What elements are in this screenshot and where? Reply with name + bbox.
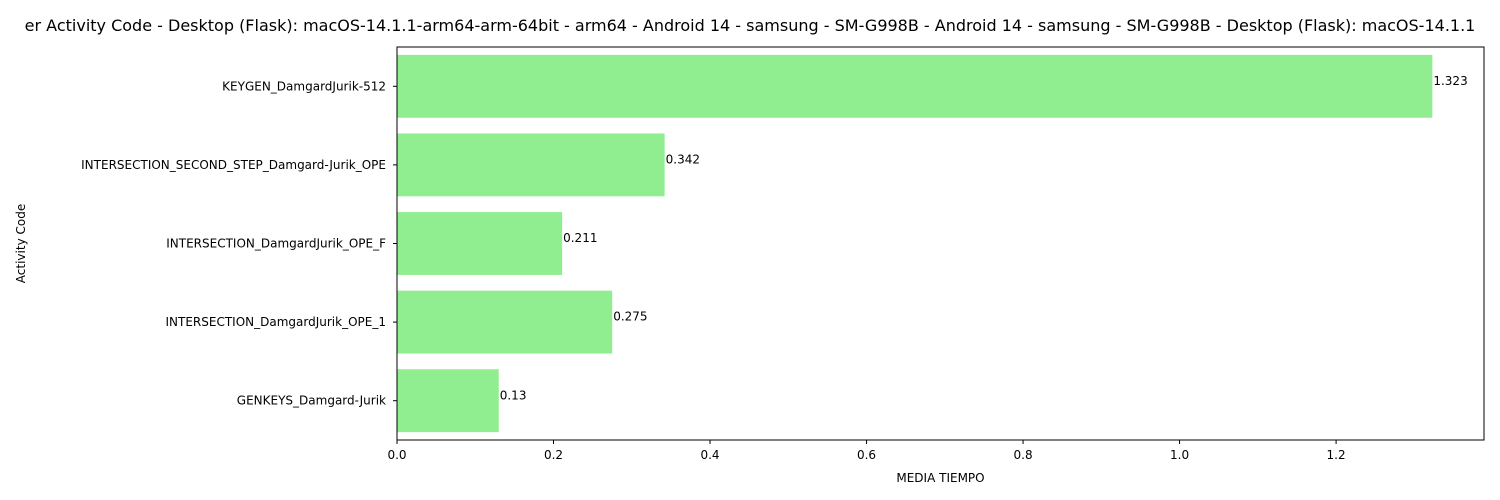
y-tick-label-0: GENKEYS_Damgard-Jurik [237, 394, 386, 408]
bar-3 [397, 133, 665, 197]
x-tick-label-1: 0.2 [544, 448, 563, 462]
y-axis-title: Activity Code [14, 204, 28, 283]
bar-value-label-3: 0.342 [666, 152, 700, 166]
y-tick-label-1: INTERSECTION_DamgardJurik_OPE_1 [166, 315, 387, 329]
bar-1 [397, 290, 613, 354]
chart-title: er Activity Code - Desktop (Flask): macO… [25, 16, 1476, 35]
bar-2 [397, 212, 563, 275]
value-labels-group: 0.13 0.275 0.211 0.342 1.323 [500, 74, 1468, 402]
x-tick-label-4: 0.8 [1014, 448, 1033, 462]
bar-value-label-2: 0.211 [563, 231, 597, 245]
y-tick-label-2: INTERSECTION_DamgardJurik_OPE_F [166, 237, 386, 251]
x-axis-title: MEDIA TIEMPO [896, 471, 984, 485]
x-tick-label-3: 0.6 [857, 448, 876, 462]
y-tick-label-4: KEYGEN_DamgardJurik-512 [222, 79, 386, 93]
bar-value-label-0: 0.13 [500, 388, 527, 402]
bars-group [397, 54, 1433, 433]
bar-4 [397, 54, 1433, 118]
x-tick-label-6: 1.2 [1327, 448, 1346, 462]
x-tick-label-0: 0.0 [387, 448, 406, 462]
bar-value-label-1: 0.275 [613, 310, 647, 324]
bar-value-label-4: 1.323 [1433, 74, 1467, 88]
x-tick-label-2: 0.4 [700, 448, 719, 462]
x-tick-label-5: 1.0 [1170, 448, 1189, 462]
plot-area-frame [396, 46, 1485, 441]
x-axis-ticks: 0.0 0.2 0.4 0.6 0.8 1.0 1.2 [387, 440, 1346, 462]
bar-0 [397, 369, 499, 433]
y-axis-ticks: GENKEYS_Damgard-Jurik INTERSECTION_Damgar… [81, 79, 397, 408]
y-tick-label-3: INTERSECTION_SECOND_STEP_Damgard-Jurik_O… [81, 158, 386, 172]
